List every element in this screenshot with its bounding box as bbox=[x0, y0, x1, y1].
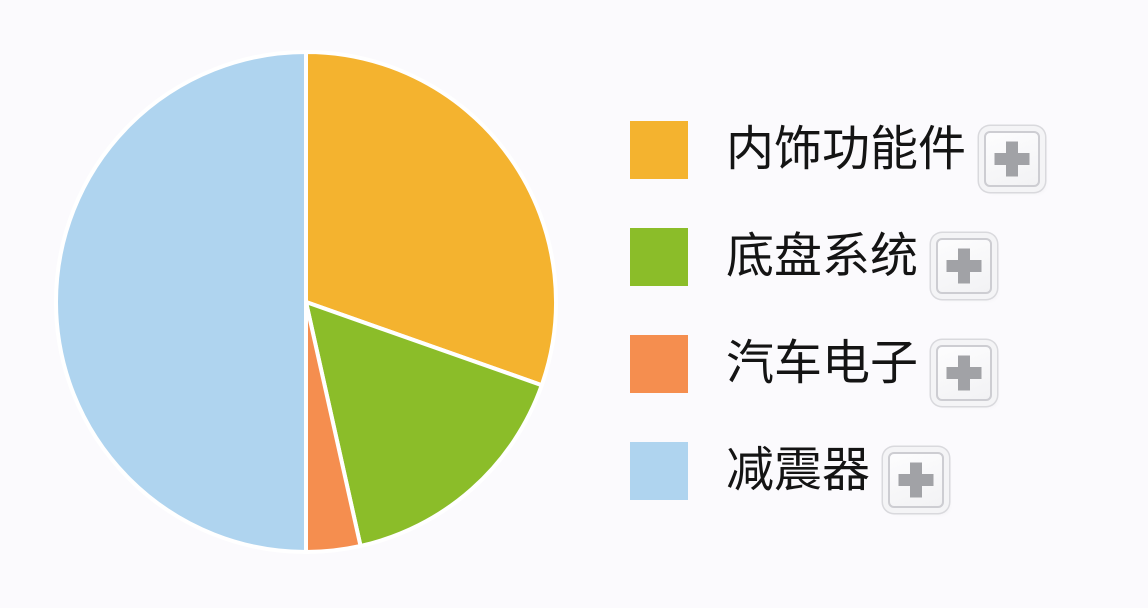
legend-expand-button-3[interactable] bbox=[888, 452, 945, 508]
legend-swatch-2 bbox=[630, 335, 688, 393]
plus-icon bbox=[938, 240, 990, 292]
legend-item-3[interactable]: 减震器 bbox=[630, 441, 1040, 508]
pie-slice-3[interactable] bbox=[54, 50, 308, 554]
pie-chart bbox=[54, 50, 558, 554]
legend-item-2[interactable]: 汽车电子 bbox=[630, 334, 1040, 401]
legend: 内饰功能件 底盘系统 汽车电子 减震器 bbox=[630, 120, 1041, 508]
legend-expand-button-0[interactable] bbox=[984, 131, 1041, 187]
plus-icon bbox=[890, 454, 942, 506]
legend-swatch-0 bbox=[630, 121, 688, 179]
legend-label-3: 减震器 bbox=[726, 444, 871, 497]
legend-expand-button-2[interactable] bbox=[936, 345, 993, 401]
plus-icon bbox=[938, 347, 990, 399]
legend-item-1[interactable]: 底盘系统 bbox=[630, 227, 1040, 294]
legend-label-2: 汽车电子 bbox=[726, 337, 919, 390]
pie-slice-1[interactable] bbox=[304, 300, 544, 548]
legend-expand-button-1[interactable] bbox=[936, 238, 993, 294]
legend-swatch-1 bbox=[630, 228, 688, 286]
legend-item-0[interactable]: 内饰功能件 bbox=[630, 120, 1041, 187]
legend-label-0: 内饰功能件 bbox=[726, 123, 967, 176]
plus-icon bbox=[986, 133, 1038, 185]
legend-swatch-3 bbox=[630, 442, 688, 500]
legend-label-1: 底盘系统 bbox=[726, 230, 919, 283]
pie-slice-0[interactable] bbox=[304, 50, 558, 388]
